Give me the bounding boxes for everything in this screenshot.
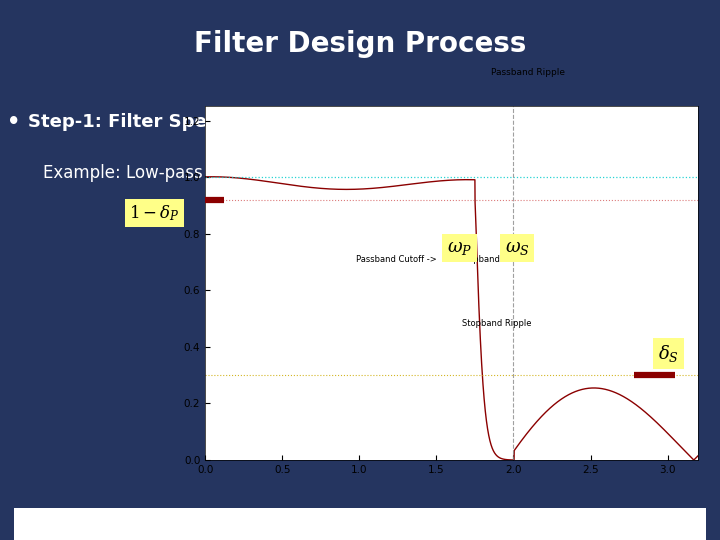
Text: 3 / 40: 3 / 40 [674,517,706,526]
Text: Passband Cutoff ->: Passband Cutoff -> [356,255,437,264]
Text: DSP-CIS 2017  /  Part-II  /  Chapter-4: Filter Design: DSP-CIS 2017 / Part-II / Chapter-4: Filt… [14,517,290,526]
Text: $\omega_P$: $\omega_P$ [446,239,472,258]
Text: Filter Design Process: Filter Design Process [194,30,526,58]
Text: $1-\delta_P$: $1-\delta_P$ [130,203,180,222]
Text: Passband Ripple: Passband Ripple [491,68,565,77]
Text: •: • [7,112,21,132]
Text: $\omega_S$: $\omega_S$ [505,239,529,258]
Text: Step-1: Filter Specification: Step-1: Filter Specification [28,113,300,131]
Text: Example: Low-pass filter: Example: Low-pass filter [43,164,247,182]
Text: <- Stopband Cutoff: <- Stopband Cutoff [447,255,528,264]
Text: $\delta_S$: $\delta_S$ [657,343,679,364]
Text: Stopband Ripple: Stopband Ripple [462,319,531,328]
